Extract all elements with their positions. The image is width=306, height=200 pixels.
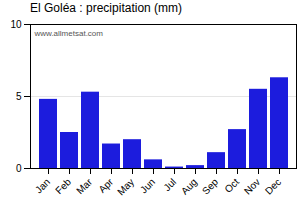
svg-text:Feb: Feb (53, 176, 73, 196)
svg-text:Jun: Jun (138, 176, 157, 195)
svg-text:Oct: Oct (222, 176, 241, 195)
svg-text:www.allmetsat.com: www.allmetsat.com (34, 29, 104, 38)
svg-text:Apr: Apr (96, 176, 115, 195)
svg-text:5: 5 (16, 91, 22, 102)
svg-text:Aug: Aug (179, 176, 199, 196)
svg-text:0: 0 (16, 163, 22, 174)
html-text:El Goléa : precipitation (mm): El Goléa : precipitation (mm) (30, 1, 183, 15)
svg-text:Dec: Dec (263, 176, 283, 196)
svg-text:10: 10 (10, 19, 22, 30)
svg-text:May: May (115, 176, 136, 197)
svg-text:Nov: Nov (242, 176, 262, 196)
svg-text:Sep: Sep (200, 176, 221, 197)
svg-text:Jul: Jul (161, 176, 178, 193)
svg-text:Jan: Jan (33, 176, 52, 195)
svg-text:Mar: Mar (74, 176, 94, 196)
